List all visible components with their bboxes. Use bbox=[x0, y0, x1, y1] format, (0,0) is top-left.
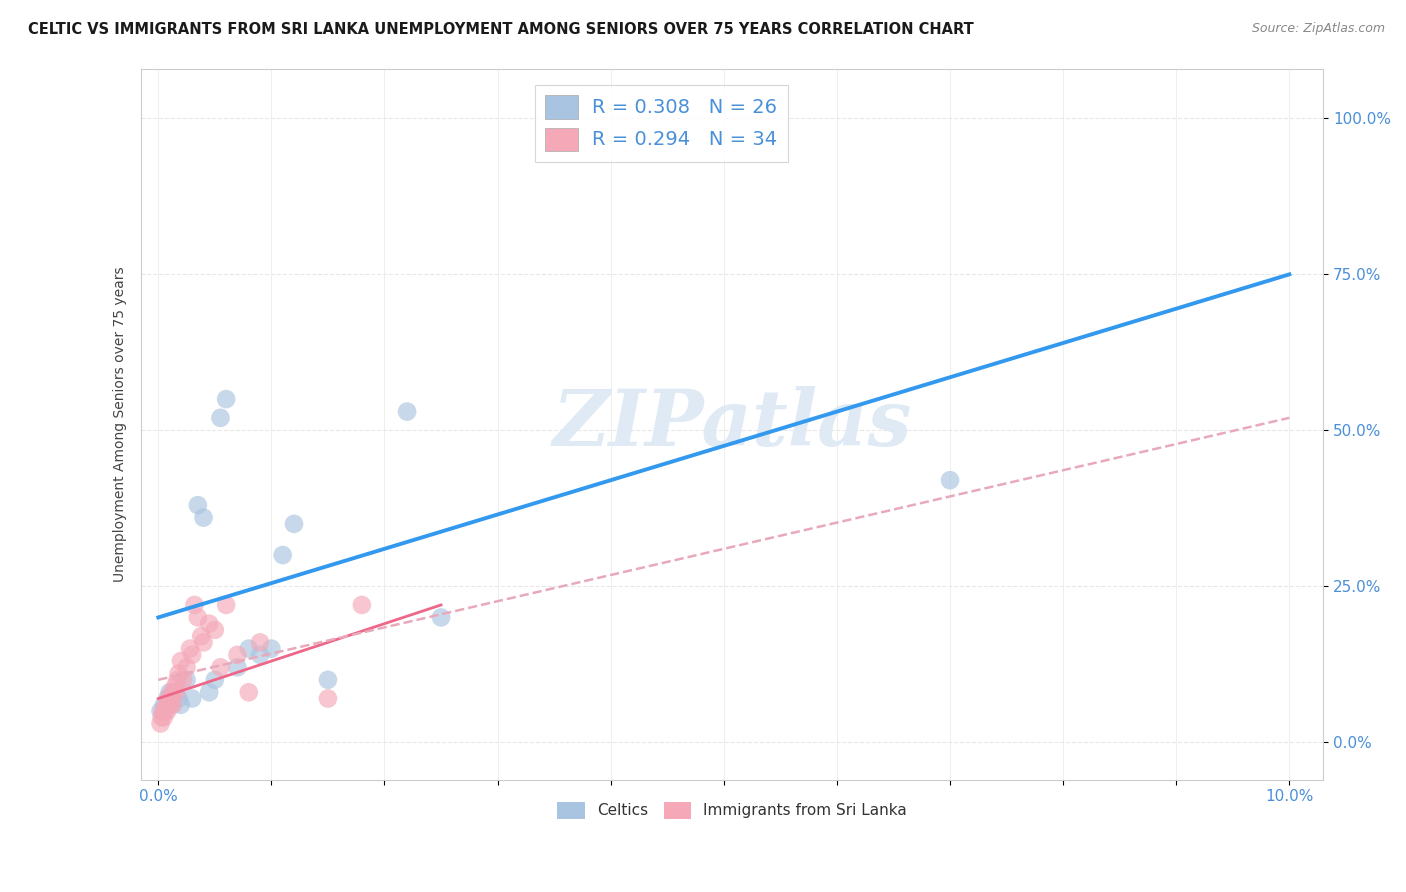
Point bbox=[209, 410, 232, 425]
Point bbox=[209, 660, 232, 674]
Point bbox=[160, 685, 183, 699]
Point bbox=[226, 660, 249, 674]
Point bbox=[198, 616, 221, 631]
Point bbox=[172, 673, 194, 687]
Text: CELTIC VS IMMIGRANTS FROM SRI LANKA UNEMPLOYMENT AMONG SENIORS OVER 75 YEARS COR: CELTIC VS IMMIGRANTS FROM SRI LANKA UNEM… bbox=[28, 22, 974, 37]
Point bbox=[193, 510, 215, 524]
Point bbox=[198, 685, 221, 699]
Point bbox=[156, 691, 179, 706]
Point bbox=[193, 635, 215, 649]
Y-axis label: Unemployment Among Seniors over 75 years: Unemployment Among Seniors over 75 years bbox=[114, 266, 128, 582]
Point bbox=[190, 629, 212, 643]
Point bbox=[165, 685, 187, 699]
Point bbox=[249, 648, 271, 662]
Point bbox=[165, 685, 187, 699]
Point bbox=[167, 691, 190, 706]
Point bbox=[153, 704, 176, 718]
Point bbox=[167, 666, 190, 681]
Text: Source: ZipAtlas.com: Source: ZipAtlas.com bbox=[1251, 22, 1385, 36]
Point bbox=[159, 685, 181, 699]
Point bbox=[430, 610, 453, 624]
Point bbox=[183, 598, 205, 612]
Point bbox=[176, 673, 198, 687]
Point bbox=[170, 654, 193, 668]
Point bbox=[165, 679, 187, 693]
Point bbox=[204, 623, 226, 637]
Point bbox=[187, 610, 209, 624]
Point bbox=[156, 704, 179, 718]
Point bbox=[215, 392, 238, 406]
Point bbox=[160, 698, 183, 712]
Point bbox=[149, 716, 172, 731]
Point bbox=[155, 698, 177, 712]
Point bbox=[238, 641, 260, 656]
Point bbox=[166, 673, 188, 687]
Point bbox=[350, 598, 373, 612]
Point bbox=[181, 691, 204, 706]
Point bbox=[153, 710, 176, 724]
Point bbox=[204, 673, 226, 687]
Point bbox=[260, 641, 283, 656]
Point bbox=[176, 660, 198, 674]
Point bbox=[283, 516, 305, 531]
Point bbox=[316, 673, 339, 687]
Point bbox=[396, 404, 419, 418]
Point bbox=[215, 598, 238, 612]
Legend: Celtics, Immigrants from Sri Lanka: Celtics, Immigrants from Sri Lanka bbox=[551, 796, 914, 825]
Point bbox=[939, 473, 962, 487]
Point bbox=[179, 641, 201, 656]
Point bbox=[152, 704, 174, 718]
Text: ZIPatlas: ZIPatlas bbox=[553, 386, 912, 462]
Point bbox=[159, 698, 181, 712]
Point bbox=[249, 635, 271, 649]
Point bbox=[150, 710, 173, 724]
Point bbox=[159, 691, 181, 706]
Point bbox=[157, 691, 180, 706]
Point bbox=[149, 704, 172, 718]
Point bbox=[271, 548, 294, 562]
Point bbox=[153, 698, 176, 712]
Point bbox=[170, 698, 193, 712]
Point bbox=[316, 691, 339, 706]
Point bbox=[187, 498, 209, 512]
Point bbox=[181, 648, 204, 662]
Point bbox=[226, 648, 249, 662]
Point bbox=[238, 685, 260, 699]
Point bbox=[162, 698, 184, 712]
